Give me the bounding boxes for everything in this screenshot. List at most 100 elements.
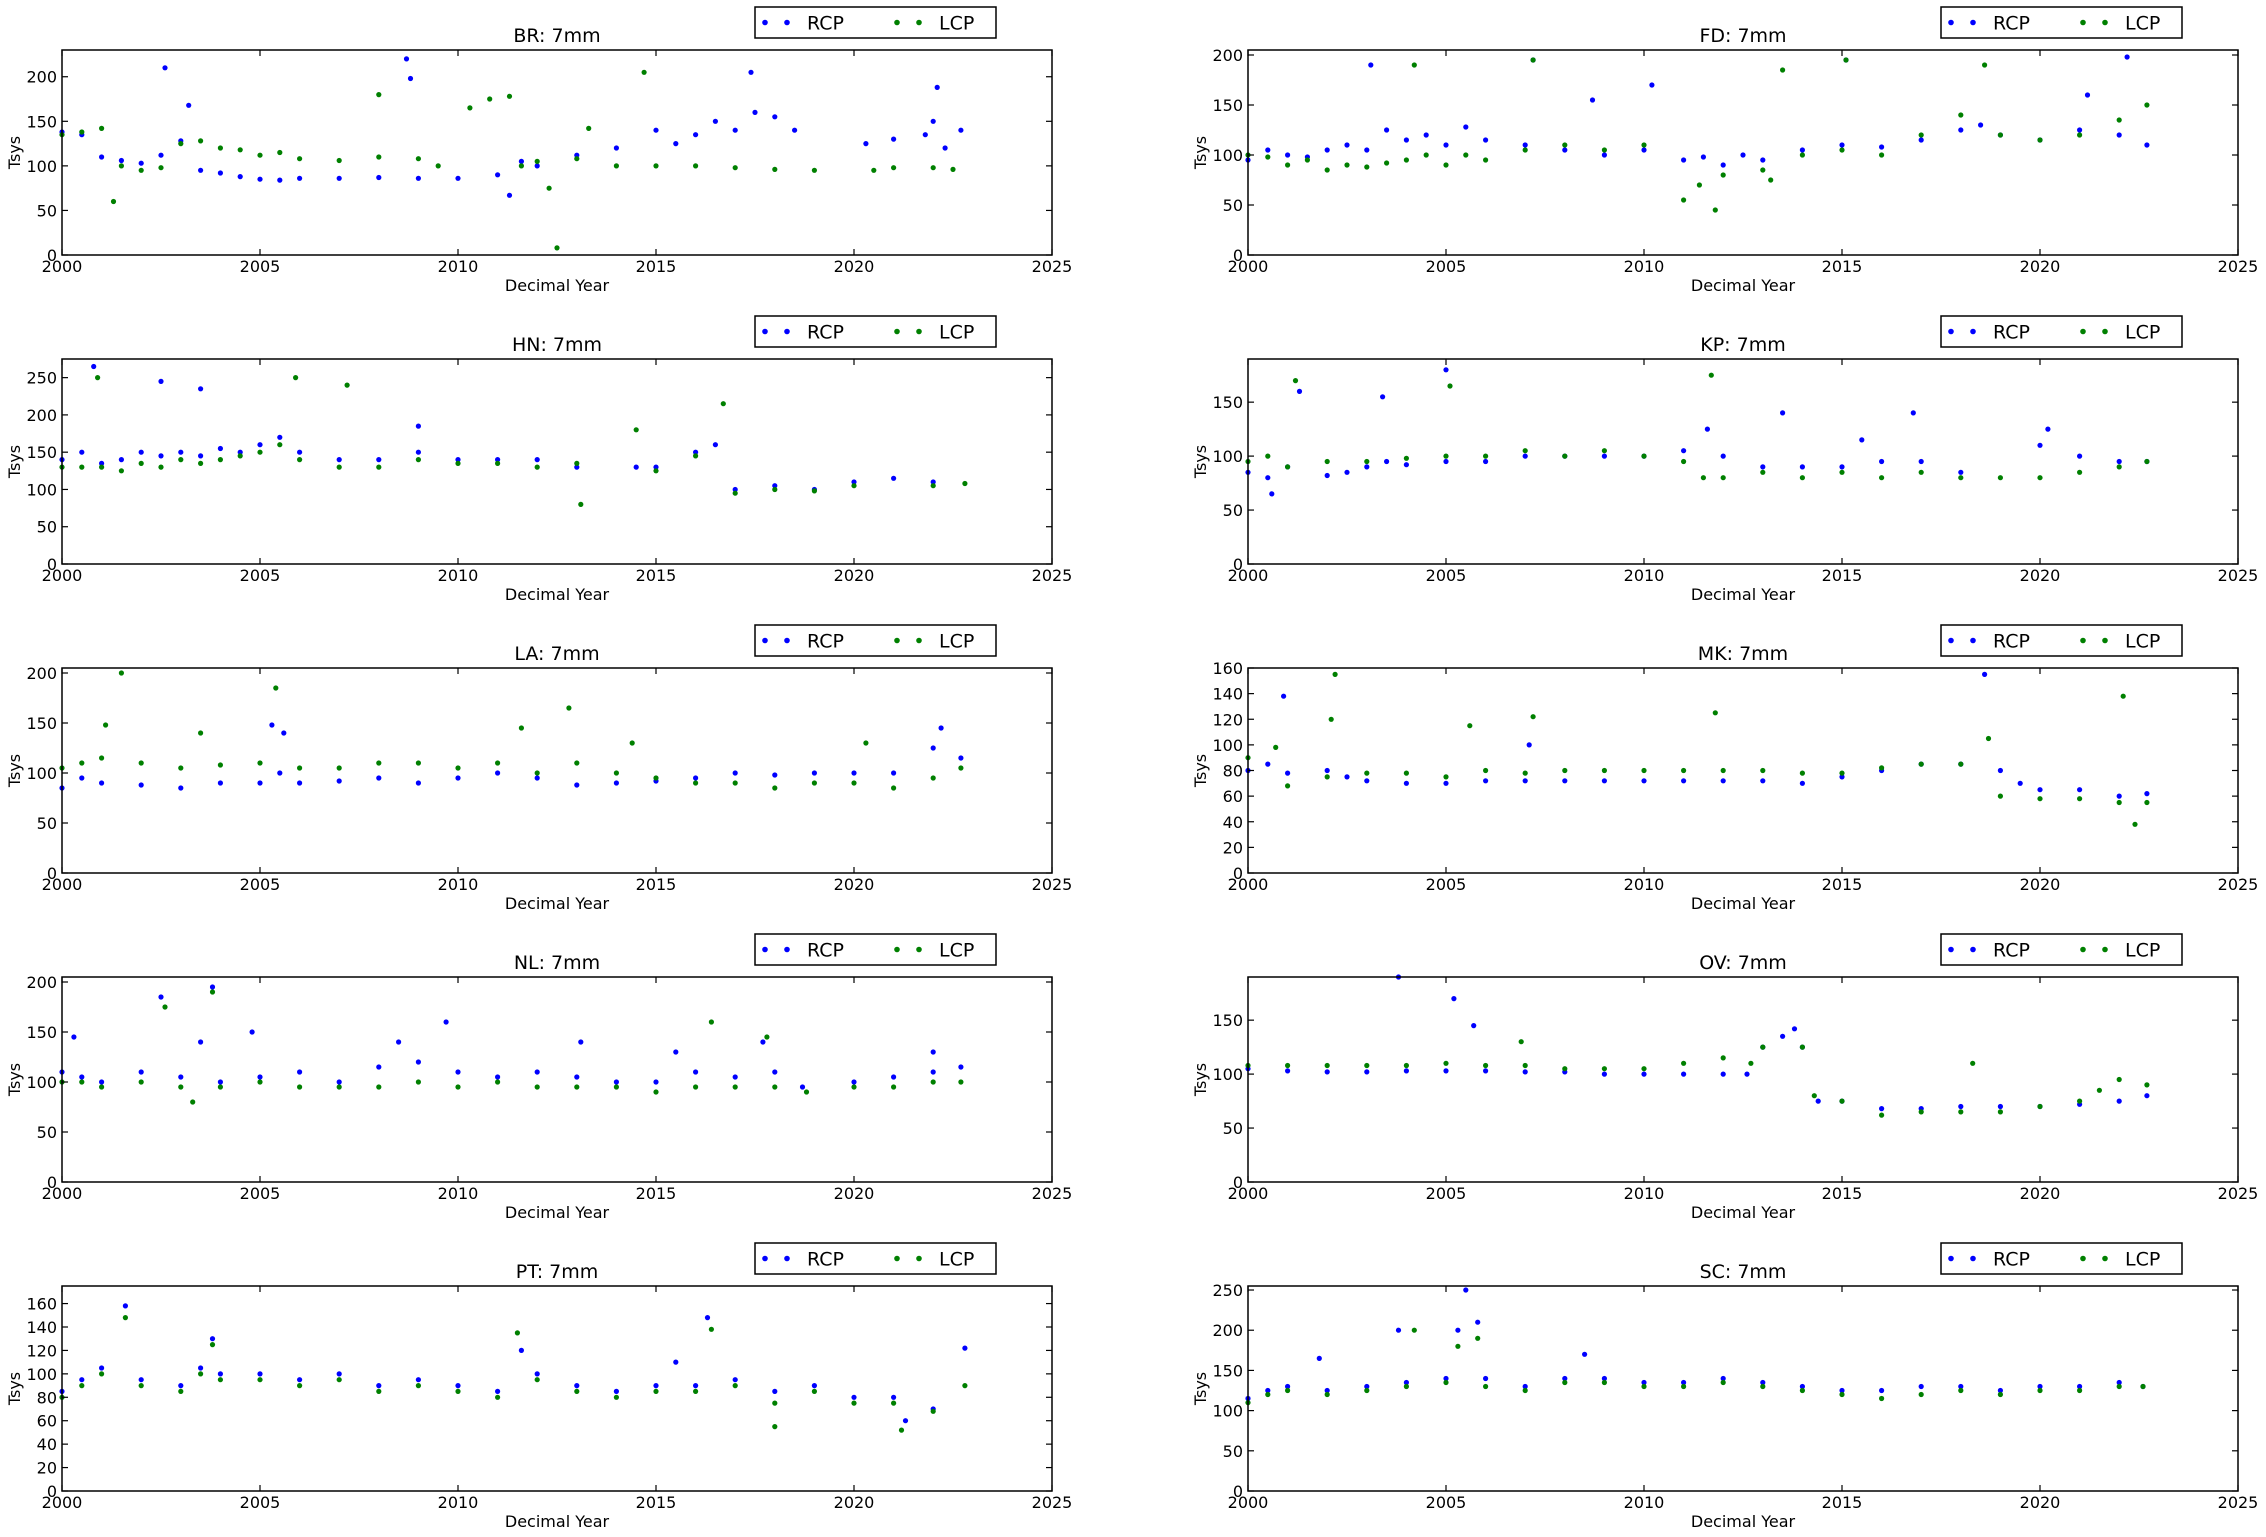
data-point-rcp bbox=[297, 780, 303, 786]
x-tick-label: 2025 bbox=[1032, 1184, 1073, 1203]
data-point-rcp bbox=[1744, 1071, 1750, 1077]
data-point-rcp bbox=[376, 174, 382, 181]
data-point-rcp bbox=[415, 1377, 421, 1383]
data-point-rcp bbox=[1799, 147, 1805, 153]
data-point-lcp bbox=[514, 1330, 521, 1336]
data-point-rcp bbox=[376, 1383, 382, 1389]
data-point-lcp bbox=[1843, 57, 1849, 63]
data-point-rcp bbox=[376, 457, 382, 463]
data-point-rcp bbox=[1443, 1375, 1449, 1382]
data-point-rcp bbox=[958, 1064, 964, 1070]
data-point-rcp bbox=[138, 1377, 144, 1383]
x-axis-label: Decimal Year bbox=[505, 585, 610, 604]
data-point-lcp bbox=[950, 166, 956, 172]
legend-marker-lcp bbox=[2102, 946, 2108, 953]
plot-frame bbox=[61, 358, 1053, 565]
data-point-rcp bbox=[891, 1074, 897, 1080]
data-point-rcp bbox=[1799, 464, 1805, 470]
data-point-lcp bbox=[803, 1089, 810, 1095]
data-point-lcp bbox=[415, 156, 421, 162]
legend-marker-rcp bbox=[1948, 637, 1954, 644]
data-point-rcp bbox=[1760, 464, 1766, 470]
data-point-rcp bbox=[178, 1074, 184, 1080]
legend: RCP LCP bbox=[1940, 315, 2183, 348]
y-tick-label: 50 bbox=[37, 518, 57, 537]
x-tick-label: 2000 bbox=[42, 875, 83, 894]
data-point-lcp bbox=[376, 92, 382, 98]
data-point-rcp bbox=[257, 1371, 263, 1377]
data-point-rcp bbox=[198, 453, 204, 459]
data-point-rcp bbox=[1641, 147, 1647, 153]
data-point-lcp bbox=[95, 375, 101, 381]
data-point-lcp bbox=[178, 1084, 184, 1090]
data-point-rcp bbox=[415, 780, 421, 786]
data-point-lcp bbox=[962, 480, 968, 487]
y-tick-label: 50 bbox=[37, 814, 57, 833]
data-point-rcp bbox=[2116, 458, 2122, 465]
data-point-rcp bbox=[79, 1377, 85, 1383]
y-tick-label: 0 bbox=[1233, 246, 1243, 265]
y-tick-label: 100 bbox=[26, 157, 57, 176]
data-point-lcp bbox=[891, 165, 897, 171]
data-point-lcp bbox=[1760, 167, 1766, 173]
data-point-lcp bbox=[257, 1079, 263, 1085]
y-tick-label: 60 bbox=[1223, 787, 1243, 806]
data-point-rcp bbox=[534, 1371, 540, 1377]
y-tick-label: 150 bbox=[1212, 393, 1243, 412]
data-point-rcp bbox=[2116, 793, 2122, 799]
data-point-rcp bbox=[1918, 1383, 1924, 1390]
data-point-lcp bbox=[732, 780, 738, 786]
y-tick-label: 150 bbox=[1212, 1361, 1243, 1380]
data-point-rcp bbox=[811, 770, 818, 776]
data-point-rcp bbox=[118, 457, 124, 463]
data-point-rcp bbox=[891, 770, 897, 776]
data-point-rcp bbox=[396, 1039, 402, 1045]
subplot-title: FD: 7mm bbox=[1699, 25, 1786, 47]
data-point-rcp bbox=[99, 780, 105, 786]
data-point-lcp bbox=[693, 1084, 699, 1090]
legend-marker-lcp bbox=[916, 1255, 922, 1262]
data-point-lcp bbox=[1265, 154, 1271, 160]
data-point-rcp bbox=[99, 1079, 105, 1085]
data-point-rcp bbox=[1997, 1387, 2003, 1394]
data-point-lcp bbox=[629, 740, 635, 746]
data-point-rcp bbox=[415, 423, 421, 429]
data-point-lcp bbox=[1273, 744, 1279, 751]
x-tick-label: 2000 bbox=[42, 257, 83, 276]
data-point-lcp bbox=[79, 129, 85, 135]
data-point-lcp bbox=[1918, 761, 1924, 767]
data-point-lcp bbox=[1530, 714, 1536, 720]
data-point-lcp bbox=[708, 1019, 715, 1025]
data-point-rcp bbox=[2017, 780, 2023, 786]
x-axis-label: Decimal Year bbox=[1691, 1203, 1796, 1222]
data-point-lcp bbox=[1522, 1062, 1528, 1069]
data-point-rcp bbox=[653, 1079, 659, 1085]
data-point-lcp bbox=[2037, 1103, 2043, 1110]
x-tick-label: 2010 bbox=[438, 257, 479, 276]
y-tick-label: 150 bbox=[26, 112, 57, 131]
data-point-rcp bbox=[297, 1069, 303, 1075]
legend-marker-lcp bbox=[2080, 637, 2086, 644]
data-point-rcp bbox=[799, 1084, 806, 1090]
legend-box bbox=[1940, 315, 2183, 348]
data-point-rcp bbox=[277, 770, 283, 776]
data-point-rcp bbox=[1324, 1069, 1330, 1075]
data-point-lcp bbox=[1562, 142, 1568, 148]
data-point-rcp bbox=[1423, 132, 1429, 138]
data-point-lcp bbox=[534, 464, 540, 470]
data-point-rcp bbox=[1879, 458, 1885, 465]
y-tick-label: 150 bbox=[26, 1023, 57, 1042]
data-point-lcp bbox=[1799, 770, 1805, 776]
data-point-lcp bbox=[336, 1084, 342, 1090]
data-point-lcp bbox=[1265, 453, 1271, 459]
data-point-lcp bbox=[653, 1089, 659, 1095]
y-tick-label: 50 bbox=[1223, 196, 1243, 215]
data-point-rcp bbox=[495, 1074, 501, 1080]
data-point-rcp bbox=[1839, 464, 1845, 470]
legend-marker-rcp bbox=[784, 637, 790, 644]
data-point-rcp bbox=[1285, 152, 1291, 158]
data-point-rcp bbox=[1649, 82, 1655, 88]
data-point-lcp bbox=[1403, 1062, 1409, 1069]
legend-marker-lcp bbox=[916, 328, 922, 335]
y-axis-label: Tsys bbox=[5, 445, 24, 479]
